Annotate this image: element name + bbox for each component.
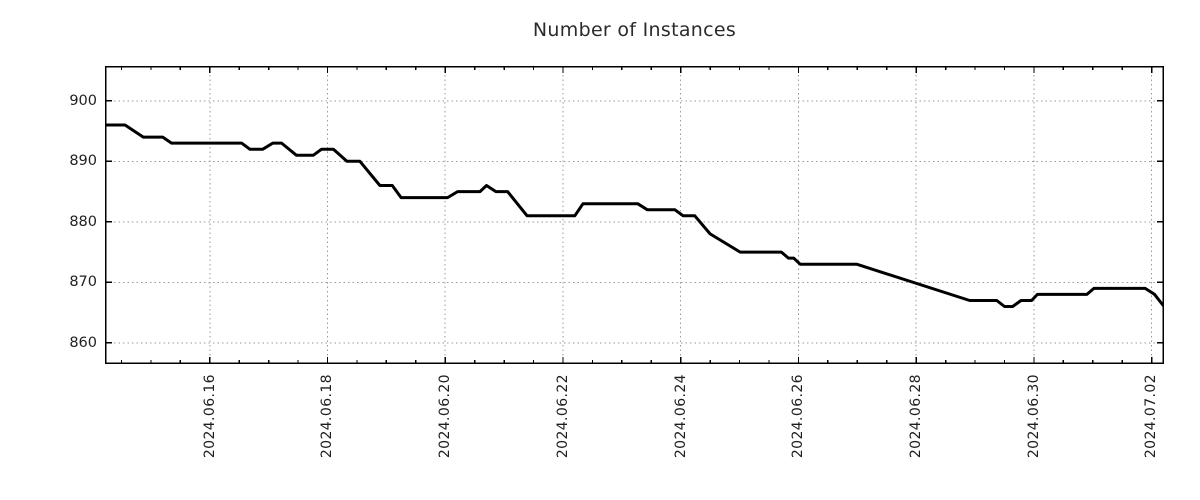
y-tick-label: 870 xyxy=(69,274,97,291)
y-tick-label: 890 xyxy=(69,153,97,170)
x-tick-label-text: 2024.06.30 xyxy=(1025,374,1042,459)
plot-border xyxy=(105,66,1164,364)
x-tick-label-text: 2024.06.20 xyxy=(437,374,454,459)
x-tick-label-text: 2024.06.26 xyxy=(790,374,807,459)
plot-area xyxy=(105,66,1164,364)
x-tick-label-text: 2024.07.02 xyxy=(1143,374,1160,459)
x-tick-label-text: 2024.06.16 xyxy=(201,374,218,459)
data-line-instances xyxy=(105,123,1164,308)
x-tick-label-text: 2024.06.22 xyxy=(554,374,571,459)
x-tick-label-text: 2024.06.18 xyxy=(319,374,336,459)
y-tick-label: 860 xyxy=(69,334,97,351)
plot-canvas xyxy=(105,66,1164,364)
y-tick-label: 880 xyxy=(69,213,97,230)
x-tick-label-text: 2024.06.24 xyxy=(672,374,689,459)
chart-title: Number of Instances xyxy=(532,19,737,41)
x-tick-label-text: 2024.06.28 xyxy=(908,374,925,459)
y-tick-label: 900 xyxy=(69,92,97,109)
